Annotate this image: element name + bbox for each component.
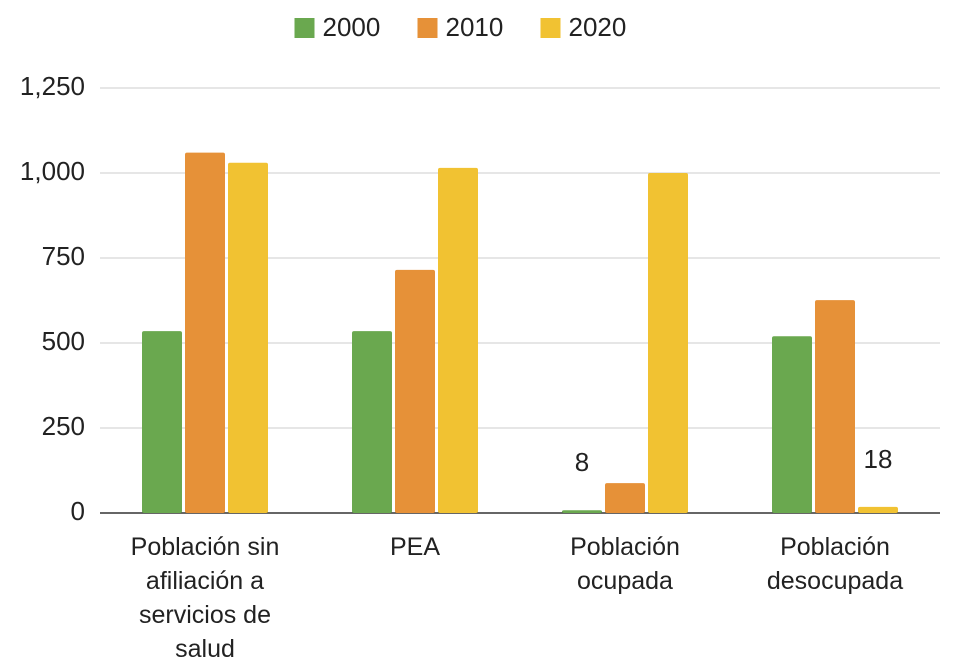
- y-tick-label: 750: [42, 241, 85, 271]
- bar: [772, 336, 812, 513]
- y-tick-label: 500: [42, 326, 85, 356]
- bar: [395, 269, 435, 513]
- x-tick-label: PEA: [389, 533, 441, 561]
- bar: [438, 167, 478, 513]
- legend-swatch: [540, 18, 561, 38]
- bar: [185, 152, 225, 513]
- y-tick-label: 1,000: [20, 156, 85, 186]
- bar: [352, 331, 392, 513]
- x-tick-label: Población ocupada: [570, 533, 680, 595]
- bar: [605, 483, 645, 513]
- data-label: 18: [864, 444, 893, 474]
- x-tick-label: Población sin afiliación a servicios de …: [130, 533, 280, 663]
- data-label: 8: [575, 447, 589, 477]
- legend-swatch: [417, 18, 438, 38]
- x-tick-label: Población desocupada: [766, 533, 904, 595]
- bar: [228, 162, 268, 514]
- bar: [815, 300, 855, 513]
- legend-label: 2000: [323, 12, 381, 42]
- bar: [142, 331, 182, 513]
- bar: [562, 510, 602, 513]
- legend-label: 2010: [446, 12, 504, 42]
- y-tick-label: 1,250: [20, 71, 85, 101]
- legend-label: 2020: [569, 12, 627, 42]
- legend-swatch: [294, 18, 315, 38]
- y-tick-label: 250: [42, 411, 85, 441]
- y-tick-label: 0: [71, 496, 85, 526]
- bar: [858, 506, 898, 513]
- bar: [648, 173, 688, 513]
